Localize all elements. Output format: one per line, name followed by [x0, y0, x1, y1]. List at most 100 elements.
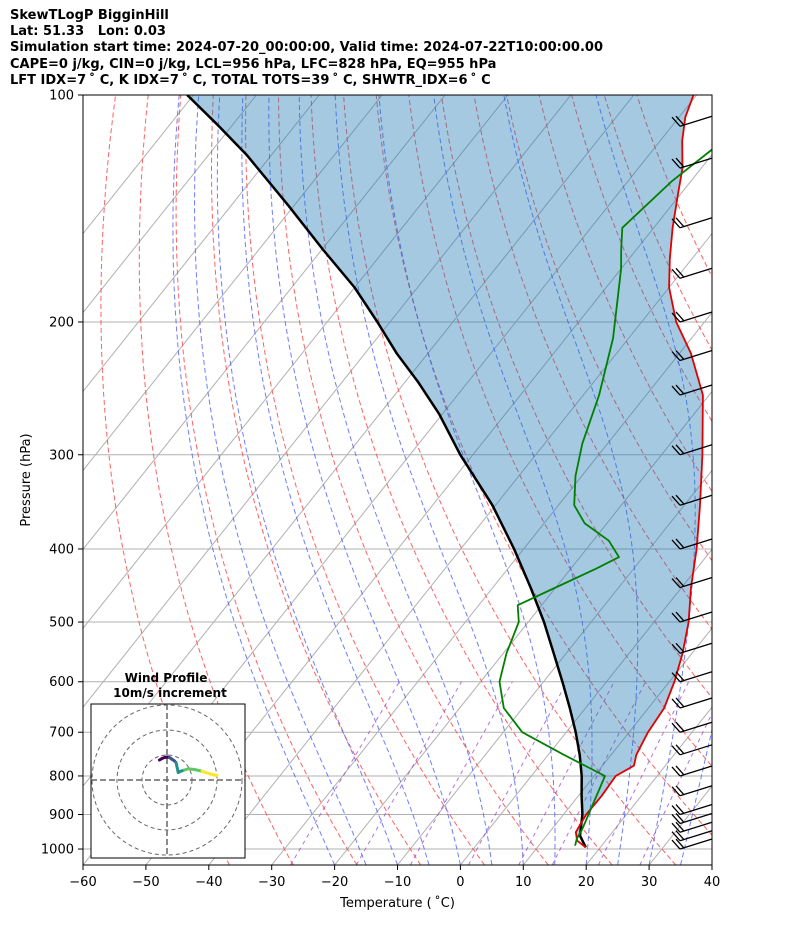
- x-tick-label: 0: [456, 875, 464, 890]
- y-tick-label: 100: [49, 89, 74, 104]
- y-tick-label: 800: [49, 769, 74, 784]
- mixing-ratio-line: [468, 681, 568, 865]
- hodograph-subtitle: 10m/s increment: [113, 686, 227, 700]
- y-tick-label: 700: [49, 726, 74, 741]
- wind-barb-shaft: [679, 785, 713, 797]
- isotherm-gridline: [585, 706, 712, 865]
- wind-barb-flag: [671, 839, 681, 850]
- isotherm-gridline: [83, 95, 446, 551]
- wind-barb-shaft: [679, 642, 713, 654]
- wind-barb-flag: [675, 217, 685, 228]
- dry-adiabat: [278, 95, 549, 865]
- moist-adiabat: [241, 95, 430, 865]
- moist-adiabat: [268, 95, 461, 865]
- wind-barb-shaft: [679, 744, 713, 756]
- moist-adiabat: [711, 862, 712, 865]
- wind-barb-shaft: [679, 830, 713, 842]
- moist-adiabat: [595, 95, 696, 865]
- wind-barb-flag: [671, 722, 681, 733]
- y-tick-label: 1000: [41, 843, 74, 858]
- wind-barb-shaft: [679, 494, 713, 506]
- wind-barb-flag: [675, 785, 685, 796]
- hodograph-trace-segment: [213, 773, 219, 777]
- wind-barb-flag: [675, 115, 685, 126]
- dry-adiabat: [138, 95, 294, 865]
- wind-barb-flag: [675, 697, 685, 708]
- hodograph-trace-segment: [174, 761, 180, 774]
- x-tick-label: −10: [384, 875, 411, 890]
- parcel-profile-line: [186, 95, 587, 848]
- chart-title-line-4: CAPE=0 j/kg, CIN=0 j/kg, LCL=956 hPa, LF…: [10, 56, 497, 72]
- wind-barb-flag: [675, 765, 685, 776]
- x-tick-label: 30: [641, 875, 658, 890]
- dry-adiabat: [343, 95, 677, 865]
- mixing-ratio-line: [355, 681, 462, 865]
- wind-barb-flag: [675, 311, 685, 322]
- wind-barb-flag: [675, 267, 685, 278]
- y-tick-label: 600: [49, 675, 74, 690]
- isotherm-gridline: [83, 95, 509, 630]
- y-tick-label: 200: [49, 315, 74, 330]
- mixing-ratio-line: [551, 681, 647, 865]
- axes: −60 −50 −40 −30 −20 −10 0 10 20 30 40 1000 900 800 700…: [41, 89, 720, 891]
- wind-barb-flag: [671, 805, 681, 815]
- x-tick-label: 20: [578, 875, 595, 890]
- x-axis-label: Temperature ( ˚C): [339, 895, 455, 911]
- dry-adiabat: [538, 95, 712, 493]
- mixing-ratio-line: [518, 681, 615, 865]
- chart-title-line-1: SkewTLogP BigginHill: [10, 8, 169, 23]
- wind-barb-shaft: [679, 576, 713, 589]
- wind-barb-flag: [675, 642, 685, 653]
- wind-barb-shaft: [679, 611, 713, 623]
- wind-barb-flag: [675, 611, 685, 622]
- wind-barb-flag: [675, 494, 685, 505]
- moist-adiabat: [216, 95, 398, 865]
- wind-barb-shaft: [679, 157, 713, 169]
- isotherm-gridline: [775, 95, 794, 865]
- wind-barb-flag: [671, 268, 681, 279]
- wind-barb-flag: [671, 745, 681, 756]
- wind-barb-flag: [671, 786, 681, 797]
- y-tick-label: 300: [49, 448, 74, 463]
- wind-barb-flag: [671, 116, 681, 127]
- wind-barb-flag: [675, 744, 685, 755]
- wind-barb-shaft: [679, 803, 713, 816]
- wind-barb-flag: [671, 612, 681, 623]
- isotherm-gridline: [83, 95, 383, 472]
- wind-barb-flag: [675, 804, 685, 814]
- x-tick-label: −20: [321, 875, 348, 890]
- x-tick-label: −50: [132, 875, 159, 890]
- x-tick-label: 10: [515, 875, 532, 890]
- cape-cin-shading: [187, 95, 703, 836]
- isotherm-gridline: [145, 153, 712, 865]
- wind-barb-flag: [675, 838, 685, 849]
- wind-barb-flag: [671, 385, 681, 396]
- x-tick-label: −60: [69, 875, 96, 890]
- isotherm-gridline: [522, 627, 712, 865]
- dewpoint-line: [498, 148, 712, 846]
- moist-adiabat: [193, 95, 367, 865]
- isotherm-gridline: [334, 390, 712, 865]
- dry-adiabat: [175, 95, 358, 865]
- wind-barb-flag: [675, 157, 685, 168]
- wind-barb-shaft: [679, 838, 713, 850]
- isotherm-gridline: [83, 95, 194, 235]
- chart-title-line-5: LFT IDX=7 ˚ C, K IDX=7 ˚ C, TOTAL TOTS=3…: [10, 72, 491, 88]
- wind-barb-flag: [675, 538, 685, 549]
- wind-barb-shaft: [679, 311, 713, 323]
- isotherm-gridline: [83, 95, 572, 708]
- wind-barb-flag: [671, 158, 681, 169]
- wind-barb-flag: [671, 698, 681, 709]
- wind-barb-shaft: [679, 115, 713, 127]
- y-tick-label: 400: [49, 542, 74, 557]
- y-axis-label: Pressure (hPa): [19, 433, 34, 526]
- wind-barb-flag: [671, 766, 681, 777]
- mixing-ratio-line: [290, 681, 400, 865]
- wind-barb-shaft: [679, 821, 713, 833]
- x-tick-label: −40: [195, 875, 222, 890]
- y-tick-label: 900: [49, 808, 74, 823]
- dry-adiabat: [440, 95, 712, 699]
- wind-barb-flag: [675, 384, 685, 395]
- isotherm-gridline: [460, 548, 712, 865]
